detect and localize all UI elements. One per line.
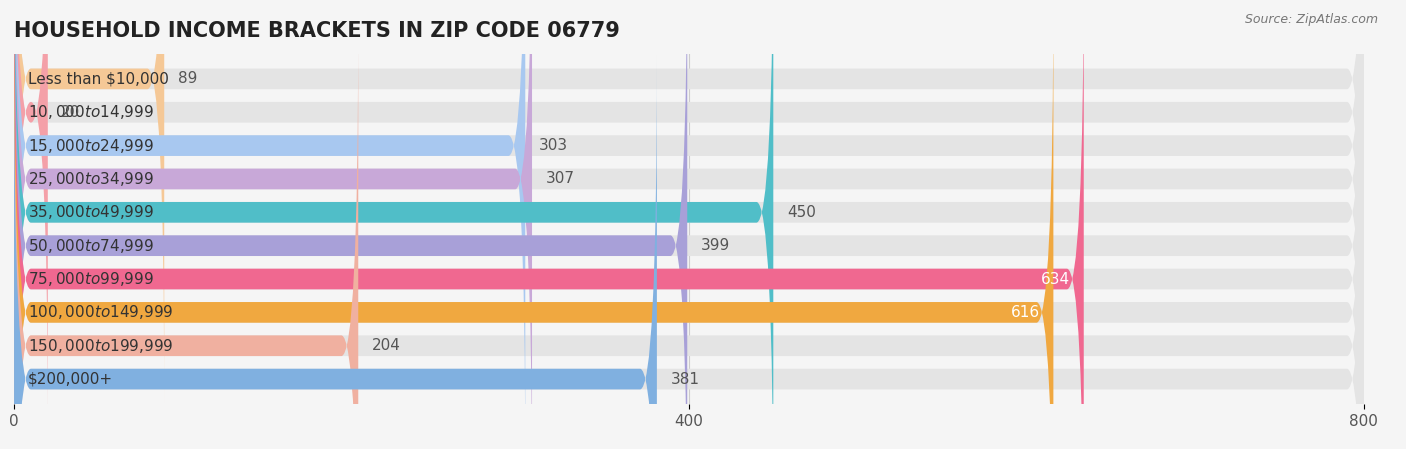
Text: $150,000 to $199,999: $150,000 to $199,999	[28, 337, 173, 355]
FancyBboxPatch shape	[14, 0, 773, 449]
Text: 381: 381	[671, 372, 699, 387]
Text: 616: 616	[1011, 305, 1040, 320]
Text: 89: 89	[177, 71, 197, 86]
Text: 307: 307	[546, 172, 575, 186]
Text: 20: 20	[62, 105, 80, 120]
FancyBboxPatch shape	[14, 0, 526, 449]
FancyBboxPatch shape	[14, 0, 1364, 449]
Text: $35,000 to $49,999: $35,000 to $49,999	[28, 203, 153, 221]
FancyBboxPatch shape	[14, 0, 1364, 449]
FancyBboxPatch shape	[14, 56, 657, 449]
Text: 634: 634	[1040, 272, 1070, 286]
FancyBboxPatch shape	[14, 0, 1364, 449]
Text: $15,000 to $24,999: $15,000 to $24,999	[28, 136, 153, 154]
FancyBboxPatch shape	[14, 56, 1364, 449]
FancyBboxPatch shape	[14, 0, 1364, 449]
FancyBboxPatch shape	[14, 0, 1084, 449]
Text: 399: 399	[700, 238, 730, 253]
Text: $10,000 to $14,999: $10,000 to $14,999	[28, 103, 153, 121]
Text: Less than $10,000: Less than $10,000	[28, 71, 169, 86]
FancyBboxPatch shape	[14, 22, 1364, 449]
Text: $25,000 to $34,999: $25,000 to $34,999	[28, 170, 153, 188]
Text: HOUSEHOLD INCOME BRACKETS IN ZIP CODE 06779: HOUSEHOLD INCOME BRACKETS IN ZIP CODE 06…	[14, 21, 620, 41]
FancyBboxPatch shape	[14, 0, 531, 449]
FancyBboxPatch shape	[14, 0, 1364, 449]
FancyBboxPatch shape	[14, 0, 48, 436]
FancyBboxPatch shape	[14, 0, 165, 402]
Text: 450: 450	[787, 205, 815, 220]
FancyBboxPatch shape	[14, 0, 1364, 402]
FancyBboxPatch shape	[14, 0, 1053, 449]
FancyBboxPatch shape	[14, 0, 1364, 449]
Text: $50,000 to $74,999: $50,000 to $74,999	[28, 237, 153, 255]
FancyBboxPatch shape	[14, 22, 359, 449]
FancyBboxPatch shape	[14, 0, 688, 449]
Text: $75,000 to $99,999: $75,000 to $99,999	[28, 270, 153, 288]
Text: Source: ZipAtlas.com: Source: ZipAtlas.com	[1244, 13, 1378, 26]
Text: $200,000+: $200,000+	[28, 372, 112, 387]
FancyBboxPatch shape	[14, 0, 1364, 436]
Text: $100,000 to $149,999: $100,000 to $149,999	[28, 304, 173, 321]
Text: 303: 303	[538, 138, 568, 153]
Text: 204: 204	[371, 338, 401, 353]
